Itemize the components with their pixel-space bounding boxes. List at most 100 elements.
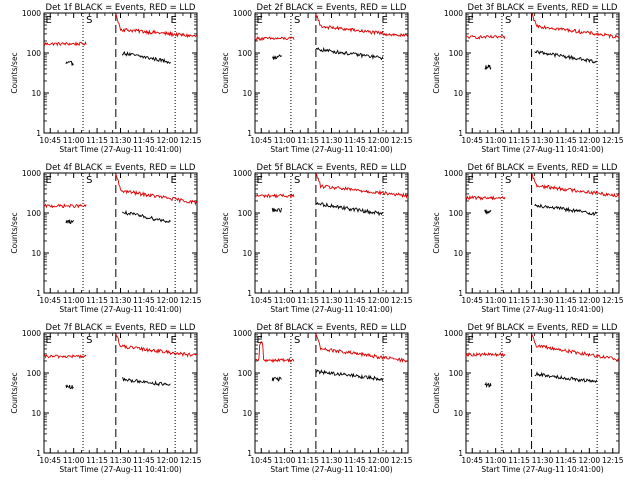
event-marker-label: E xyxy=(381,335,387,346)
panel-det-3: Det 3f BLACK = Events, RED = LLD 1 10 100 10… xyxy=(432,3,624,154)
panel-det-4: Det 4f BLACK = Events, RED = LLD 1 10 100 10… xyxy=(10,163,202,314)
x-axis-label: Start Time (27-Aug-11 10:41:00) xyxy=(59,145,181,154)
x-tick-label: 11:15 xyxy=(297,136,319,145)
event-marker-label: E xyxy=(468,335,474,346)
y-tick-label: 10 xyxy=(31,409,41,418)
lld-trace-post xyxy=(531,333,620,362)
plot-frame xyxy=(465,332,620,454)
x-axis-label: Start Time (27-Aug-11 10:41:00) xyxy=(59,305,181,314)
event-marker-label: E xyxy=(381,175,387,186)
x-tick-label: 11:30 xyxy=(532,136,554,145)
x-tick-label: 11:30 xyxy=(321,136,343,145)
event-marker-label: E xyxy=(468,15,474,26)
x-tick-label: 12:00 xyxy=(368,296,390,305)
y-tick-label: 10 xyxy=(242,89,252,98)
x-tick-label: 12:15 xyxy=(602,136,624,145)
x-tick-label: 10:45 xyxy=(39,296,61,305)
x-tick-label: 12:15 xyxy=(391,296,413,305)
lld-trace-post xyxy=(315,173,409,199)
y-tick-label: 1 xyxy=(36,449,41,458)
panel-title: Det 4f BLACK = Events, RED = LLD xyxy=(46,163,196,173)
event-marker-label: E xyxy=(46,335,52,346)
lld-trace-post xyxy=(315,13,409,38)
y-tick-label: 1 xyxy=(458,289,463,298)
event-marker-label: S xyxy=(505,15,511,26)
x-tick-label: 12:15 xyxy=(180,456,202,465)
x-axis-label: Start Time (27-Aug-11 10:41:00) xyxy=(270,145,392,154)
x-tick-label: 12:00 xyxy=(157,456,179,465)
x-axis-label: Start Time (27-Aug-11 10:41:00) xyxy=(481,145,603,154)
lld-trace-pre xyxy=(43,40,87,47)
y-tick-label: 100 xyxy=(449,369,464,378)
y-tick-label: 1 xyxy=(247,289,252,298)
y-tick-label: 100 xyxy=(449,209,464,218)
events-trace-pre xyxy=(271,207,282,213)
x-tick-label: 11:00 xyxy=(274,296,296,305)
events-trace-post xyxy=(315,369,384,382)
panel-det-5: Det 5f BLACK = Events, RED = LLD 1 10 100 10… xyxy=(221,163,413,314)
y-axis-label: Counts/sec xyxy=(221,372,230,413)
y-tick-label: 1 xyxy=(247,129,252,138)
panel-title: Det 2f BLACK = Events, RED = LLD xyxy=(257,3,407,13)
lld-trace-pre xyxy=(465,351,506,358)
plot-frame xyxy=(43,172,198,294)
x-axis-label: Start Time (27-Aug-11 10:41:00) xyxy=(59,465,181,474)
event-marker-label: E xyxy=(170,335,176,346)
y-tick-label: 1000 xyxy=(444,9,463,18)
x-tick-label: 11:00 xyxy=(485,296,507,305)
x-axis-label: Start Time (27-Aug-11 10:41:00) xyxy=(270,465,392,474)
y-tick-label: 1 xyxy=(458,129,463,138)
x-tick-label: 11:45 xyxy=(555,136,577,145)
y-tick-label: 1000 xyxy=(233,9,252,18)
panel-det-1: Det 1f BLACK = Events, RED = LLD 1 10 100 10… xyxy=(10,3,202,154)
y-tick-label: 10 xyxy=(453,409,463,418)
y-axis-label: Counts/sec xyxy=(10,212,19,253)
event-marker-label: E xyxy=(46,175,52,186)
y-tick-label: 10 xyxy=(242,409,252,418)
panel-title: Det 1f BLACK = Events, RED = LLD xyxy=(46,3,196,13)
events-trace-pre xyxy=(271,54,282,61)
x-tick-label: 11:45 xyxy=(555,296,577,305)
y-axis-label: Counts/sec xyxy=(10,372,19,413)
event-marker-label: E xyxy=(592,15,598,26)
x-tick-label: 11:00 xyxy=(63,296,85,305)
events-trace-post xyxy=(534,371,598,384)
events-trace-post xyxy=(121,377,171,387)
y-tick-label: 100 xyxy=(238,209,253,218)
panel-title: Det 9f BLACK = Events, RED = LLD xyxy=(468,323,618,333)
x-tick-label: 10:45 xyxy=(250,456,272,465)
panel-title: Det 3f BLACK = Events, RED = LLD xyxy=(468,3,618,13)
x-tick-label: 12:15 xyxy=(391,136,413,145)
x-tick-label: 10:45 xyxy=(461,296,483,305)
y-tick-label: 100 xyxy=(238,369,253,378)
x-tick-label: 11:30 xyxy=(110,136,132,145)
event-marker-label: E xyxy=(592,175,598,186)
event-marker-label: S xyxy=(86,15,92,26)
plot-frame xyxy=(465,172,620,294)
x-tick-label: 12:00 xyxy=(579,296,601,305)
x-tick-label: 11:15 xyxy=(508,456,530,465)
y-axis-label: Counts/sec xyxy=(432,212,441,253)
x-tick-label: 11:30 xyxy=(532,296,554,305)
y-tick-label: 1000 xyxy=(444,329,463,338)
panel-det-7: Det 7f BLACK = Events, RED = LLD 1 10 100 10… xyxy=(10,323,202,474)
lld-trace-post xyxy=(315,333,409,363)
events-trace-pre xyxy=(271,376,282,382)
event-marker-label: S xyxy=(294,175,300,186)
y-tick-label: 1000 xyxy=(444,169,463,178)
y-axis-label: Counts/sec xyxy=(432,372,441,413)
y-tick-label: 10 xyxy=(453,89,463,98)
lld-trace-pre xyxy=(254,36,295,42)
x-tick-label: 11:45 xyxy=(555,456,577,465)
y-tick-label: 100 xyxy=(27,209,42,218)
y-tick-label: 1000 xyxy=(22,169,41,178)
x-tick-label: 11:30 xyxy=(321,456,343,465)
y-axis-label: Counts/sec xyxy=(432,52,441,93)
plot-frame xyxy=(43,12,198,134)
events-trace-pre xyxy=(484,381,492,389)
x-tick-label: 11:15 xyxy=(297,296,319,305)
y-tick-label: 100 xyxy=(27,49,42,58)
x-tick-label: 11:00 xyxy=(274,136,296,145)
event-marker-label: S xyxy=(505,175,511,186)
